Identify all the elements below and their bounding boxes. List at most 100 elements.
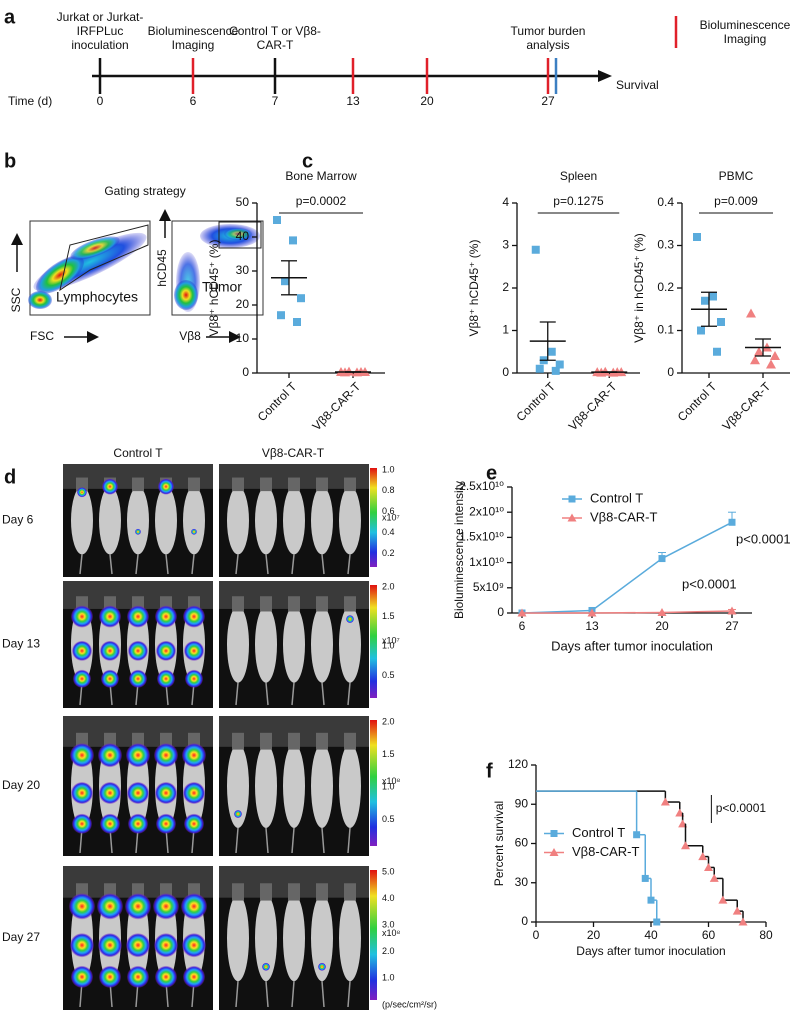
mouse xyxy=(311,606,333,683)
y-axis-label: Vβ8⁺ hCD45⁺ (%) xyxy=(467,240,481,337)
x-tick-label: Vβ8-CAR-T xyxy=(309,379,363,433)
mouse-image xyxy=(63,716,213,856)
data-point xyxy=(754,346,764,356)
scale-tick-label: 1.5 xyxy=(382,611,395,621)
y-tick-label: 0 xyxy=(502,365,509,379)
mouse-tail xyxy=(235,981,239,1008)
timeline-end-label: Survival xyxy=(616,78,659,92)
luminescence-spot xyxy=(155,965,177,988)
legend-marker xyxy=(549,848,559,856)
data-point xyxy=(693,233,701,241)
timeline-event-label: Control T or Vβ8-CAR-T xyxy=(229,24,321,52)
x-axis-label: Days after tumor inoculation xyxy=(576,944,725,958)
series-line xyxy=(522,610,733,614)
color-scale xyxy=(370,870,377,1000)
y-tick-label: 0.3 xyxy=(657,238,674,252)
y-axis-label: Bioluminescence intensity xyxy=(452,481,466,619)
luminescence-spot xyxy=(98,933,122,958)
series-line xyxy=(521,521,733,614)
nose-cone xyxy=(260,883,272,901)
mouse-tail xyxy=(321,682,325,706)
scale-tick-label: 1.5 xyxy=(382,749,395,759)
luminescence-spot xyxy=(128,813,148,834)
mouse-tail xyxy=(321,827,325,854)
luminescence-spot xyxy=(154,743,178,768)
luminescence-spot xyxy=(127,605,149,628)
luminescence-spot xyxy=(127,965,149,988)
data-point xyxy=(547,347,556,356)
data-point xyxy=(713,347,721,356)
luminescence-spot xyxy=(234,810,242,818)
x-axis-label: Days after tumor inoculation xyxy=(551,638,713,653)
mouse xyxy=(227,744,249,828)
luminescence-spot xyxy=(126,933,150,958)
x-tick-label: 0 xyxy=(533,928,540,942)
x-tick-label: 80 xyxy=(759,928,773,942)
x-tick-label: 60 xyxy=(702,928,716,942)
data-point xyxy=(727,606,737,615)
luminescence-spot xyxy=(183,605,205,628)
column-header: Control T xyxy=(113,446,163,460)
scale-tick-label: 1.0 xyxy=(382,640,395,650)
y-tick-label: 1x10¹⁰ xyxy=(469,555,504,569)
luminescence-spot xyxy=(184,813,204,834)
luminescence-spot xyxy=(157,669,175,688)
luminescence-spot xyxy=(181,893,207,920)
row-label: Day 6 xyxy=(2,513,34,527)
y-tick-label: 5x10⁹ xyxy=(473,580,504,594)
chart-title: PBMC xyxy=(719,169,754,183)
data-point xyxy=(555,360,564,369)
flow-plot-1 xyxy=(28,220,151,316)
scale-multiplier: x10⁸ xyxy=(382,776,401,786)
mouse-tail xyxy=(321,981,325,1008)
mouse-image xyxy=(63,464,213,577)
panel-label: a xyxy=(4,6,16,28)
panel-label: e xyxy=(486,462,497,484)
y-tick-label: 1.5x10¹⁰ xyxy=(459,530,504,544)
row-label: Day 13 xyxy=(2,637,40,651)
timeline-day: 0 xyxy=(97,94,104,108)
p-value: p=0.1275 xyxy=(553,194,604,208)
mouse xyxy=(311,486,333,555)
p-value: p<0.0001 xyxy=(736,531,791,546)
data-point xyxy=(297,294,305,303)
luminescence-spot xyxy=(156,813,176,834)
mouse-tail xyxy=(291,981,295,1008)
y-tick-label: 30 xyxy=(236,263,250,277)
timeline-day: 7 xyxy=(272,94,279,108)
mouse xyxy=(255,606,277,683)
x-tick-label: 13 xyxy=(585,619,599,633)
data-point xyxy=(750,355,760,365)
nose-cone xyxy=(232,477,244,492)
y-tick-label: 0 xyxy=(497,605,504,619)
mouse-tail xyxy=(235,554,239,575)
luminescence-spot xyxy=(71,605,93,628)
nose-cone xyxy=(288,883,300,901)
nose-cone xyxy=(344,883,356,901)
mouse-tail xyxy=(191,554,195,575)
data-point xyxy=(709,292,717,301)
scale-tick-label: 0.5 xyxy=(382,670,395,680)
data-point xyxy=(633,831,641,839)
mouse xyxy=(339,744,361,828)
scale-tick-label: 0.2 xyxy=(382,548,395,558)
timeline-day: 27 xyxy=(541,94,555,108)
mouse-tail xyxy=(135,554,139,575)
x-tick-label: 20 xyxy=(655,619,669,633)
chart-title: Bone Marrow xyxy=(285,169,357,183)
data-point xyxy=(531,245,540,254)
panel-label: b xyxy=(4,150,16,172)
mouse xyxy=(283,894,305,982)
mouse-image xyxy=(219,581,369,708)
mouse xyxy=(339,606,361,683)
scale-tick-label: 0.5 xyxy=(382,814,395,824)
luminescence-spot xyxy=(99,965,121,988)
luminescence-spot xyxy=(97,893,123,920)
legend-marker xyxy=(567,513,577,522)
timeline-event-label: Tumor burden analysis xyxy=(510,24,586,52)
data-point xyxy=(551,366,560,375)
mouse xyxy=(283,744,305,828)
y-tick-label: 0.2 xyxy=(657,280,674,294)
data-point xyxy=(717,318,725,326)
